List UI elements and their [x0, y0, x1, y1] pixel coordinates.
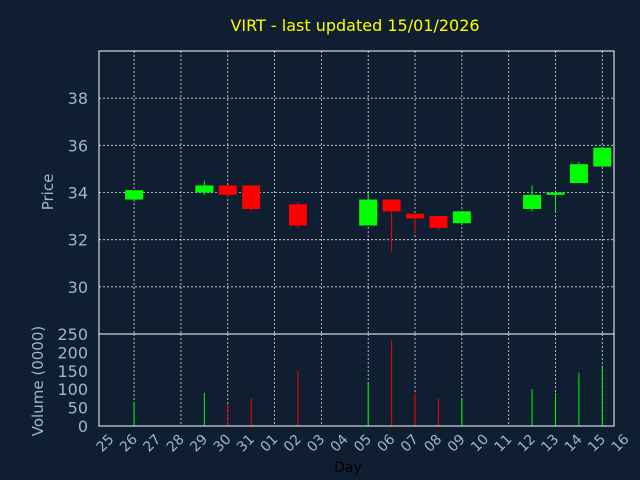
volume-tick-label: 100: [57, 380, 88, 399]
candle-body: [523, 194, 542, 210]
candle-body: [406, 213, 425, 219]
x-tick-label: 12: [515, 432, 539, 456]
x-axis-label: Day: [334, 460, 362, 476]
price-axis-label: Price: [39, 174, 57, 211]
volume-panel-frame: [98, 333, 615, 427]
candle-body: [125, 190, 144, 200]
x-tick-label: 09: [445, 432, 469, 456]
x-tick-label: 25: [94, 432, 118, 456]
x-tick-label: 04: [328, 431, 352, 455]
candle-body: [452, 211, 471, 224]
x-tick-label: 15: [585, 432, 609, 456]
x-tick-label: 05: [351, 432, 375, 456]
price-tick-label: 36: [68, 136, 88, 155]
candle-body: [288, 204, 307, 226]
grid-layer: [99, 51, 614, 426]
x-tick-label: 03: [304, 432, 328, 456]
price-tick-label: 30: [68, 278, 88, 297]
volume-tick-label: 50: [68, 399, 88, 418]
candle-body: [195, 185, 214, 193]
x-tick-label: 30: [211, 432, 235, 456]
x-tick-label: 02: [281, 432, 305, 456]
x-tick-label: 26: [117, 431, 141, 455]
candle-body: [546, 192, 565, 195]
chart-title: VIRT - last updated 15/01/2026: [230, 16, 479, 35]
candle-body: [429, 216, 448, 228]
volume-layer: [133, 339, 603, 426]
candle-body: [569, 164, 588, 184]
volume-tick-label: 0: [78, 417, 88, 436]
x-tick-label: 27: [140, 432, 164, 456]
x-tick-label: 08: [421, 432, 445, 456]
candle-body: [242, 185, 261, 210]
x-tick-labels: 25 26 27 28 29 30 31 01 02 03 04 05 06 07 08 09 10 11 12 13…: [94, 431, 633, 455]
candle-body: [359, 199, 378, 226]
candle-body: [593, 147, 612, 167]
candle-body: [218, 185, 237, 195]
volume-tick-label: 200: [57, 343, 88, 362]
volume-axis-label: Volume (0000): [29, 326, 47, 436]
x-tick-label: 31: [234, 432, 258, 456]
volume-tick-label: 150: [57, 362, 88, 381]
x-tick-label: 28: [164, 432, 188, 456]
x-tick-label: 16: [609, 431, 633, 455]
price-tick-label: 32: [68, 231, 88, 250]
x-tick-label: 01: [257, 432, 281, 456]
candle-body: [382, 199, 401, 212]
x-tick-label: 14: [562, 431, 586, 455]
x-tick-label: 06: [375, 431, 399, 455]
candles-layer: [125, 147, 612, 252]
price-tick-label: 34: [68, 184, 88, 203]
x-tick-label: 07: [398, 432, 422, 456]
x-tick-label: 11: [492, 432, 516, 456]
volume-tick-label: 250: [57, 325, 88, 344]
x-tick-label: 13: [538, 432, 562, 456]
x-tick-label: 10: [468, 432, 492, 456]
price-tick-label: 38: [68, 89, 88, 108]
x-tick-label: 29: [187, 432, 211, 456]
